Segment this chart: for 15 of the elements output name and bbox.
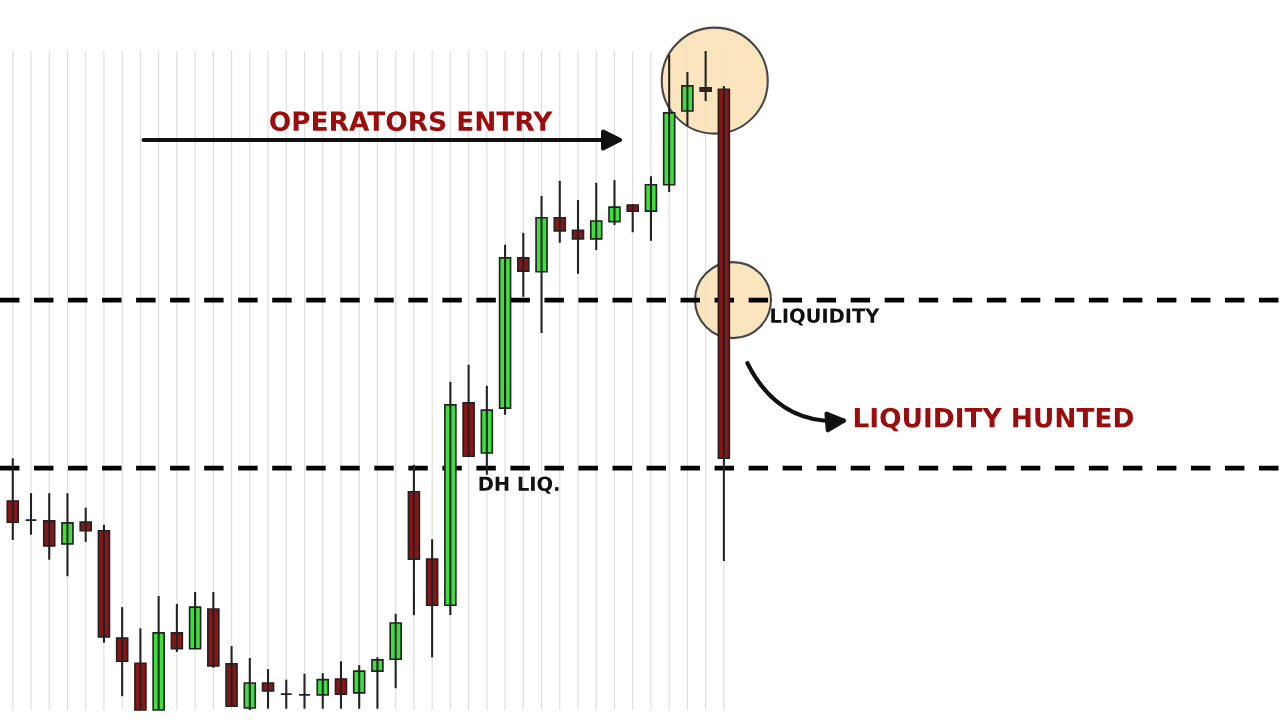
candlestick — [352, 664, 366, 710]
candlestick — [24, 492, 38, 536]
candlestick — [371, 656, 384, 710]
text: LIQUIDITY HUNTED — [854, 407, 1133, 432]
candlestick — [516, 231, 530, 298]
candlestick — [699, 49, 712, 103]
candlestick — [589, 181, 603, 252]
candlestick — [298, 672, 311, 710]
annotation: OPERATORS ENTRY — [270, 111, 553, 132]
ref-line-label: LIQUIDITY — [771, 308, 880, 326]
candlestick — [79, 506, 93, 543]
candlestick — [279, 678, 293, 710]
ref-line-label: DH LIQ. — [479, 476, 559, 494]
candlestick — [626, 202, 640, 234]
candlestick — [553, 179, 567, 244]
